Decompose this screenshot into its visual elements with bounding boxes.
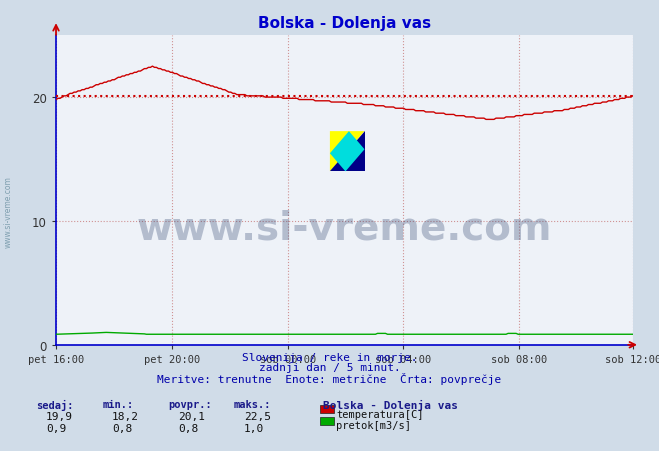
Text: povpr.:: povpr.: bbox=[168, 399, 212, 409]
Text: www.si-vreme.com: www.si-vreme.com bbox=[3, 176, 13, 248]
Polygon shape bbox=[330, 132, 364, 172]
Text: 22,5: 22,5 bbox=[244, 411, 271, 421]
Text: sedaj:: sedaj: bbox=[36, 399, 74, 410]
Text: Slovenija / reke in morje.: Slovenija / reke in morje. bbox=[242, 353, 417, 363]
Title: Bolska - Dolenja vas: Bolska - Dolenja vas bbox=[258, 16, 431, 31]
Text: Bolska - Dolenja vas: Bolska - Dolenja vas bbox=[323, 399, 458, 410]
Text: pretok[m3/s]: pretok[m3/s] bbox=[336, 420, 411, 430]
Text: maks.:: maks.: bbox=[234, 399, 272, 409]
Polygon shape bbox=[330, 132, 364, 172]
Polygon shape bbox=[330, 132, 364, 172]
Text: zadnji dan / 5 minut.: zadnji dan / 5 minut. bbox=[258, 363, 401, 373]
Text: 0,9: 0,9 bbox=[46, 423, 67, 433]
Text: 1,0: 1,0 bbox=[244, 423, 264, 433]
Text: www.si-vreme.com: www.si-vreme.com bbox=[136, 209, 552, 247]
Text: 20,1: 20,1 bbox=[178, 411, 205, 421]
Text: 0,8: 0,8 bbox=[178, 423, 198, 433]
Text: 0,8: 0,8 bbox=[112, 423, 132, 433]
Text: 18,2: 18,2 bbox=[112, 411, 139, 421]
Text: temperatura[C]: temperatura[C] bbox=[336, 409, 424, 419]
Text: 19,9: 19,9 bbox=[46, 411, 73, 421]
Text: min.:: min.: bbox=[102, 399, 133, 409]
Text: Meritve: trenutne  Enote: metrične  Črta: povprečje: Meritve: trenutne Enote: metrične Črta: … bbox=[158, 373, 501, 385]
